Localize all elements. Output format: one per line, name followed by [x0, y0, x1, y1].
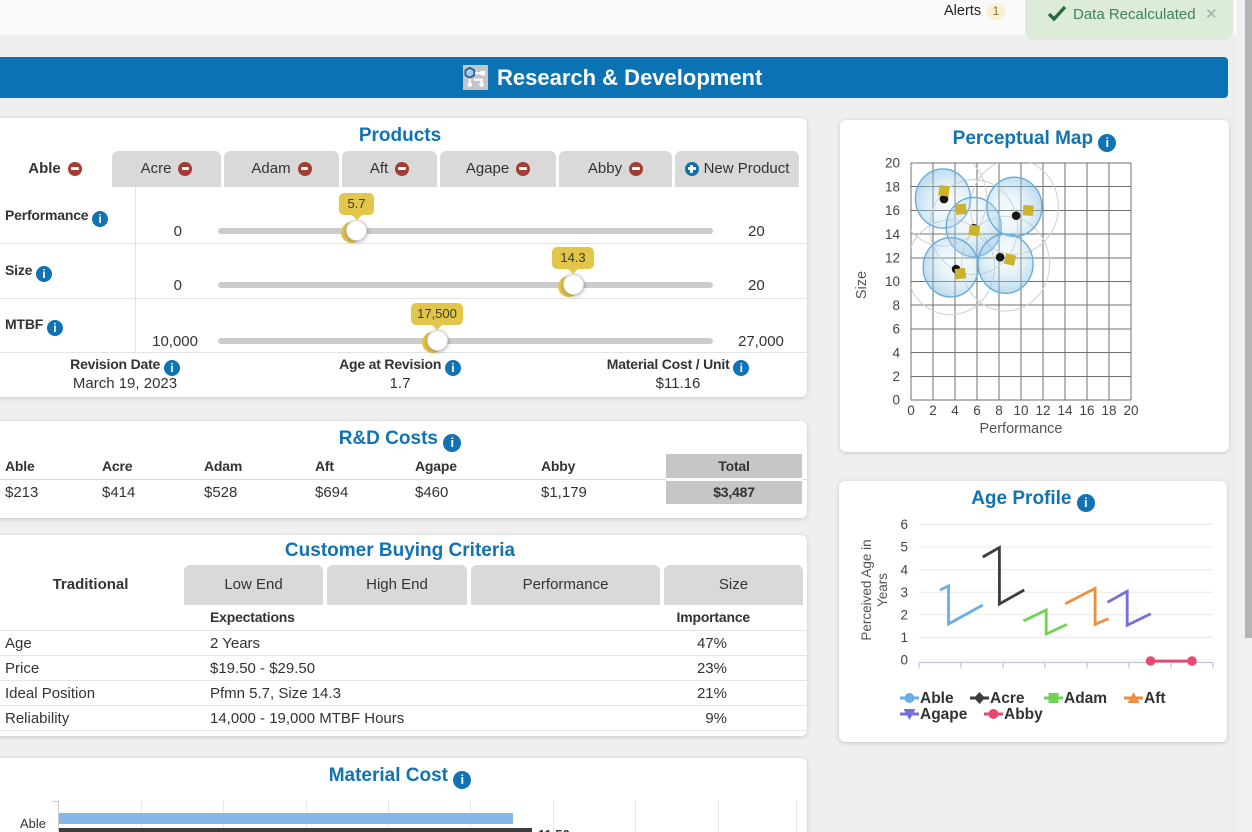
svg-text:18: 18: [885, 179, 900, 194]
svg-text:12: 12: [1035, 403, 1050, 418]
svg-text:6: 6: [892, 322, 900, 337]
svg-text:14: 14: [885, 227, 901, 242]
svg-text:12: 12: [885, 251, 900, 266]
svg-text:2: 2: [929, 403, 937, 418]
svg-text:8: 8: [995, 403, 1003, 418]
svg-text:10: 10: [885, 274, 900, 289]
svg-text:Size: Size: [854, 271, 870, 299]
svg-text:8: 8: [892, 298, 900, 313]
svg-text:1: 1: [900, 630, 908, 645]
svg-text:4: 4: [892, 345, 900, 360]
svg-text:16: 16: [885, 203, 900, 218]
svg-text:6: 6: [900, 517, 908, 532]
svg-text:10: 10: [1013, 403, 1028, 418]
svg-text:0: 0: [907, 403, 915, 418]
svg-text:4: 4: [951, 403, 959, 418]
svg-text:2: 2: [892, 369, 900, 384]
svg-text:14: 14: [1057, 403, 1073, 418]
svg-text:2: 2: [900, 608, 908, 623]
svg-text:0: 0: [892, 393, 900, 408]
svg-text:0: 0: [900, 653, 908, 668]
svg-text:16: 16: [1079, 403, 1094, 418]
svg-text:20: 20: [885, 156, 900, 171]
svg-text:18: 18: [1101, 403, 1116, 418]
svg-text:5: 5: [900, 540, 908, 555]
svg-text:4: 4: [900, 562, 908, 577]
svg-text:Performance: Performance: [979, 421, 1062, 437]
svg-text:3: 3: [900, 585, 908, 600]
svg-text:20: 20: [1123, 403, 1138, 418]
svg-text:6: 6: [973, 403, 981, 418]
